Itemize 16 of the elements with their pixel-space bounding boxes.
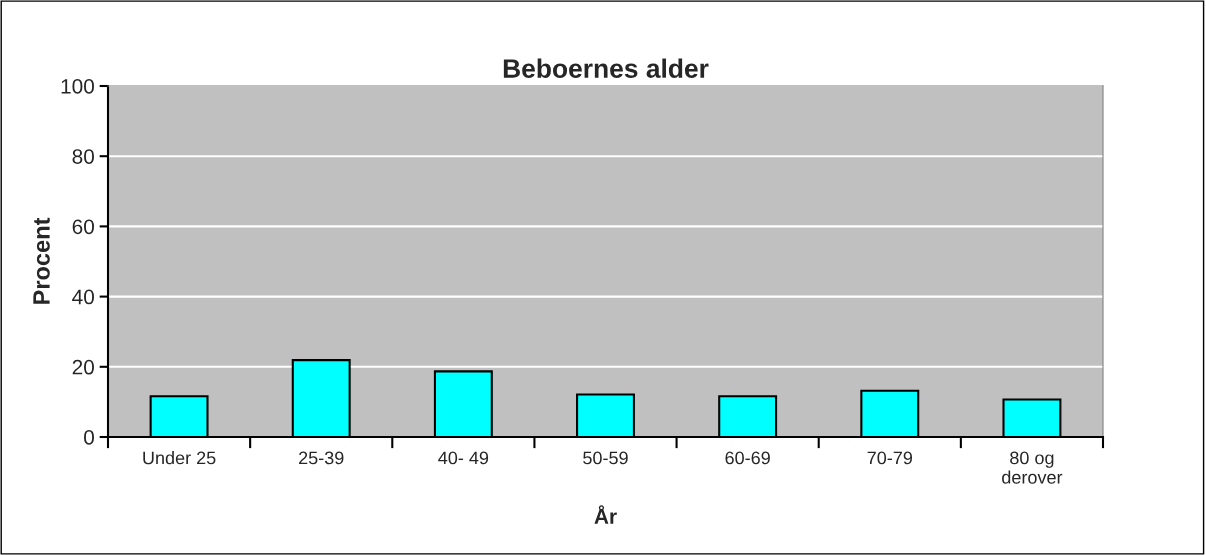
- x-tick-label: 70-79: [867, 451, 913, 465]
- x-tick-label: 25-39: [299, 451, 344, 465]
- y-tick-label: 20: [72, 359, 94, 375]
- y-axis-title: Procent: [33, 217, 50, 304]
- y-tick-label: 0: [84, 430, 94, 445]
- y-tick-label: 100: [61, 79, 94, 94]
- y-tick-label: 40: [72, 289, 94, 305]
- x-axis-title: År: [594, 505, 617, 524]
- x-tick-label: 50-59: [583, 451, 628, 465]
- x-tick-label: Under 25: [143, 451, 216, 465]
- y-tick-label: 80: [72, 149, 94, 164]
- x-tick-label: 40- 49: [438, 451, 489, 465]
- x-tick-label: 60-69: [725, 451, 770, 465]
- y-tick-label: 60: [72, 219, 94, 235]
- chart-title: Beboernes alder: [503, 58, 709, 78]
- x-tick-label: 80 og derover: [1002, 451, 1063, 484]
